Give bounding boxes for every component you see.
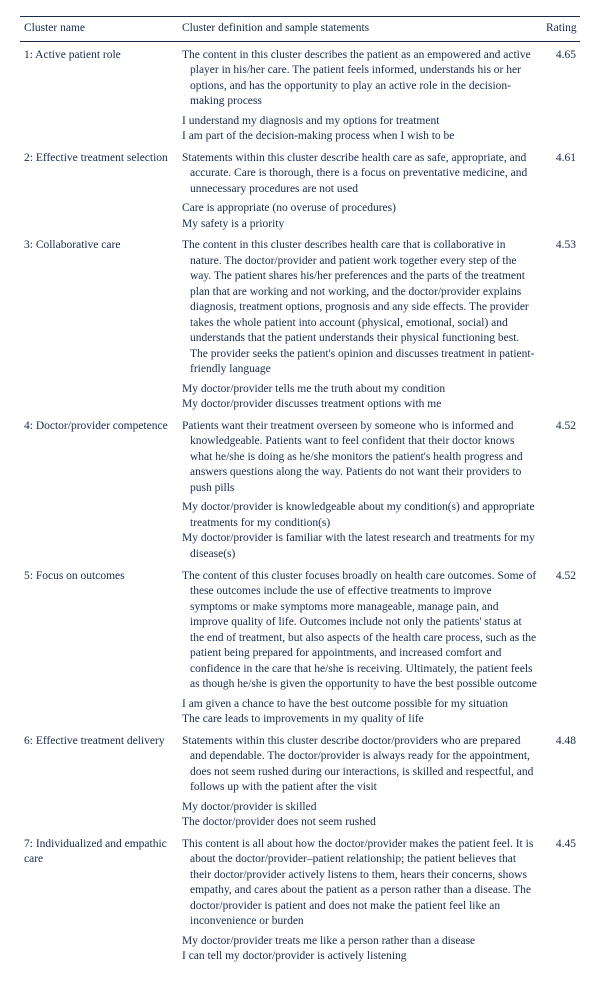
cluster-definition: The content of this cluster focuses broa… bbox=[182, 569, 538, 693]
sample-statement: My doctor/provider discusses treatment o… bbox=[182, 397, 538, 413]
cluster-def-cell: Statements within this cluster describe … bbox=[178, 145, 542, 233]
sample-statement: I understand my diagnosis and my options… bbox=[182, 114, 538, 130]
cluster-definition: This content is all about how the doctor… bbox=[182, 837, 538, 930]
table-row: 7: Individualized and empathic careThis … bbox=[20, 831, 580, 965]
cluster-name-cell: 7: Individualized and empathic care bbox=[20, 831, 178, 965]
clusters-table: Cluster name Cluster definition and samp… bbox=[20, 16, 580, 965]
cluster-name-cell: 3: Collaborative care bbox=[20, 232, 178, 413]
table-row: 1: Active patient roleThe content in thi… bbox=[20, 41, 580, 145]
sample-statement: I am part of the decision-making process… bbox=[182, 129, 538, 145]
cluster-def-cell: The content in this cluster describes th… bbox=[178, 41, 542, 145]
sample-statement: The doctor/provider does not seem rushed bbox=[182, 815, 538, 831]
cluster-def-cell: This content is all about how the doctor… bbox=[178, 831, 542, 965]
cluster-def-cell: Statements within this cluster describe … bbox=[178, 728, 542, 831]
sample-statement: Care is appropriate (no overuse of proce… bbox=[182, 201, 538, 217]
table-row: 4: Doctor/provider competencePatients wa… bbox=[20, 413, 580, 563]
header-rating: Rating bbox=[542, 17, 580, 42]
table-row: 6: Effective treatment deliveryStatement… bbox=[20, 728, 580, 831]
sample-statement: My doctor/provider tells me the truth ab… bbox=[182, 382, 538, 398]
sample-statement: I can tell my doctor/provider is activel… bbox=[182, 949, 538, 965]
sample-statement: My safety is a priority bbox=[182, 217, 538, 233]
cluster-definition: Statements within this cluster describe … bbox=[182, 151, 538, 198]
table-row: 3: Collaborative careThe content in this… bbox=[20, 232, 580, 413]
cluster-rating-cell: 4.61 bbox=[542, 145, 580, 233]
cluster-name-cell: 2: Effective treatment selection bbox=[20, 145, 178, 233]
sample-statement: My doctor/provider is skilled bbox=[182, 800, 538, 816]
cluster-def-cell: The content in this cluster describes he… bbox=[178, 232, 542, 413]
cluster-rating-cell: 4.48 bbox=[542, 728, 580, 831]
cluster-rating-cell: 4.52 bbox=[542, 563, 580, 728]
sample-statement: I am given a chance to have the best out… bbox=[182, 697, 538, 713]
cluster-rating-cell: 4.65 bbox=[542, 41, 580, 145]
table-header-row: Cluster name Cluster definition and samp… bbox=[20, 17, 580, 42]
cluster-definition: Statements within this cluster describe … bbox=[182, 734, 538, 796]
cluster-name-cell: 1: Active patient role bbox=[20, 41, 178, 145]
cluster-rating-cell: 4.53 bbox=[542, 232, 580, 413]
cluster-definition: Patients want their treatment overseen b… bbox=[182, 419, 538, 497]
table-row: 2: Effective treatment selectionStatemen… bbox=[20, 145, 580, 233]
cluster-rating-cell: 4.52 bbox=[542, 413, 580, 563]
cluster-name-cell: 6: Effective treatment delivery bbox=[20, 728, 178, 831]
cluster-name-cell: 4: Doctor/provider competence bbox=[20, 413, 178, 563]
header-cluster-def: Cluster definition and sample statements bbox=[178, 17, 542, 42]
cluster-rating-cell: 4.45 bbox=[542, 831, 580, 965]
cluster-name-cell: 5: Focus on outcomes bbox=[20, 563, 178, 728]
header-cluster-name: Cluster name bbox=[20, 17, 178, 42]
cluster-definition: The content in this cluster describes th… bbox=[182, 48, 538, 110]
sample-statement: My doctor/provider is knowledgeable abou… bbox=[182, 500, 538, 531]
sample-statement: My doctor/provider treats me like a pers… bbox=[182, 934, 538, 950]
sample-statement: My doctor/provider is familiar with the … bbox=[182, 531, 538, 562]
sample-statement: The care leads to improvements in my qua… bbox=[182, 712, 538, 728]
cluster-definition: The content in this cluster describes he… bbox=[182, 238, 538, 378]
cluster-def-cell: Patients want their treatment overseen b… bbox=[178, 413, 542, 563]
table-row: 5: Focus on outcomesThe content of this … bbox=[20, 563, 580, 728]
cluster-def-cell: The content of this cluster focuses broa… bbox=[178, 563, 542, 728]
